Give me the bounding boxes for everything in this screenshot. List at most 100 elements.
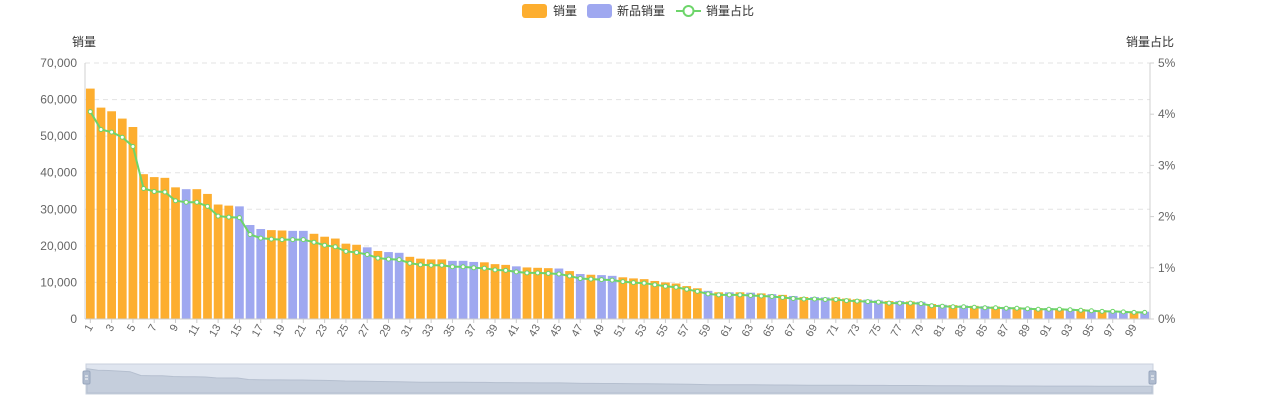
sales-share-point[interactable] — [939, 303, 945, 309]
bar-new-sales[interactable] — [235, 206, 244, 319]
sales-share-point[interactable] — [780, 294, 786, 300]
bar-sales[interactable] — [139, 174, 148, 319]
sales-share-point[interactable] — [684, 286, 690, 292]
sales-share-point[interactable] — [662, 283, 668, 289]
bar-new-sales[interactable] — [288, 230, 298, 319]
bar-new-sales[interactable] — [788, 295, 798, 319]
bar-sales[interactable] — [842, 298, 851, 319]
bar-new-sales[interactable] — [1119, 310, 1128, 319]
sales-share-point[interactable] — [790, 296, 796, 302]
bar-sales[interactable] — [565, 271, 574, 319]
sales-share-point[interactable] — [1110, 308, 1116, 314]
sales-share-point[interactable] — [1046, 306, 1052, 312]
sales-share-point[interactable] — [1099, 308, 1105, 314]
bar-sales[interactable] — [522, 267, 532, 319]
sales-share-point[interactable] — [183, 199, 189, 205]
sales-share-point[interactable] — [87, 109, 93, 115]
sales-share-point[interactable] — [641, 280, 647, 286]
bar-sales[interactable] — [756, 293, 766, 319]
sales-share-point[interactable] — [588, 276, 594, 282]
sales-share-point[interactable] — [417, 262, 423, 268]
sales-share-point[interactable] — [354, 249, 360, 255]
bar-sales[interactable] — [1129, 311, 1139, 319]
bar-new-sales[interactable] — [511, 266, 521, 319]
sales-share-point[interactable] — [311, 239, 317, 245]
sales-share-point[interactable] — [268, 236, 274, 242]
bar-sales[interactable] — [330, 238, 340, 319]
sales-share-point[interactable] — [162, 189, 168, 195]
bar-new-sales[interactable] — [362, 247, 372, 319]
sales-share-point[interactable] — [513, 269, 519, 275]
sales-share-point[interactable] — [322, 242, 328, 248]
sales-share-point[interactable] — [822, 297, 828, 303]
sales-share-point[interactable] — [460, 264, 466, 270]
sales-share-point[interactable] — [630, 280, 636, 286]
sales-share-point[interactable] — [1142, 309, 1148, 315]
sales-share-point[interactable] — [567, 273, 573, 279]
bar-new-sales[interactable] — [746, 292, 755, 319]
bar-sales[interactable] — [1055, 308, 1064, 319]
bar-sales[interactable] — [203, 193, 212, 319]
sales-share-point[interactable] — [886, 300, 892, 306]
data-zoom-left-handle[interactable] — [82, 370, 91, 385]
sales-share-point[interactable] — [428, 262, 434, 268]
sales-share-point[interactable] — [535, 270, 541, 276]
bar-new-sales[interactable] — [1108, 310, 1118, 319]
sales-share-point[interactable] — [524, 270, 530, 276]
bar-sales[interactable] — [927, 304, 937, 319]
bar-sales[interactable] — [501, 264, 511, 319]
bar-sales[interactable] — [160, 177, 170, 319]
sales-share-point[interactable] — [694, 288, 700, 294]
bar-sales[interactable] — [192, 189, 202, 319]
bar-sales[interactable] — [852, 299, 862, 319]
bar-sales[interactable] — [693, 288, 702, 319]
sales-share-point[interactable] — [151, 189, 157, 195]
bar-sales[interactable] — [682, 286, 692, 319]
sales-share-point[interactable] — [1014, 305, 1020, 311]
bar-sales[interactable] — [799, 297, 809, 319]
bar-new-sales[interactable] — [1140, 311, 1150, 319]
sales-share-point[interactable] — [98, 127, 104, 133]
sales-share-point[interactable] — [119, 134, 125, 140]
bar-new-sales[interactable] — [724, 292, 734, 319]
sales-share-point[interactable] — [236, 215, 242, 221]
bar-new-sales[interactable] — [820, 297, 830, 319]
sales-share-point[interactable] — [1131, 309, 1137, 315]
bar-new-sales[interactable] — [394, 252, 404, 319]
sales-share-point[interactable] — [875, 299, 881, 305]
sales-share-point[interactable] — [971, 304, 977, 310]
sales-share-point[interactable] — [993, 305, 999, 311]
bar-sales[interactable] — [341, 243, 351, 319]
bar-sales[interactable] — [1097, 310, 1107, 319]
sales-share-point[interactable] — [332, 244, 338, 250]
legend[interactable]: 销量 新品销量 销量占比 — [522, 3, 754, 18]
sales-share-point[interactable] — [982, 305, 988, 311]
sales-share-point[interactable] — [449, 264, 455, 270]
bar-sales[interactable] — [969, 305, 979, 319]
sales-share-point[interactable] — [865, 299, 871, 305]
bar-sales[interactable] — [128, 127, 138, 319]
data-zoom-slider[interactable] — [82, 363, 1157, 395]
bar-sales[interactable] — [714, 292, 724, 319]
bar-sales[interactable] — [171, 187, 180, 319]
bar-sales[interactable] — [320, 236, 329, 319]
sales-share-point[interactable] — [300, 237, 306, 243]
bar-sales[interactable] — [650, 280, 660, 319]
sales-share-point[interactable] — [109, 129, 115, 135]
bar-new-sales[interactable] — [575, 274, 585, 319]
bar-sales[interactable] — [629, 278, 638, 319]
sales-share-point[interactable] — [396, 257, 402, 263]
sales-share-point[interactable] — [1035, 306, 1041, 312]
sales-share-point[interactable] — [1088, 308, 1094, 314]
sales-share-point[interactable] — [918, 301, 924, 307]
sales-share-point[interactable] — [247, 232, 253, 238]
bar-sales[interactable] — [586, 274, 596, 319]
bar-new-sales[interactable] — [1023, 307, 1032, 319]
bar-sales[interactable] — [533, 267, 542, 319]
bar-new-sales[interactable] — [916, 301, 926, 319]
sales-share-point[interactable] — [1120, 309, 1126, 315]
bar-sales[interactable] — [85, 88, 95, 319]
bar-new-sales[interactable] — [448, 260, 457, 319]
sales-share-point[interactable] — [833, 297, 839, 303]
sales-share-point[interactable] — [758, 293, 764, 299]
